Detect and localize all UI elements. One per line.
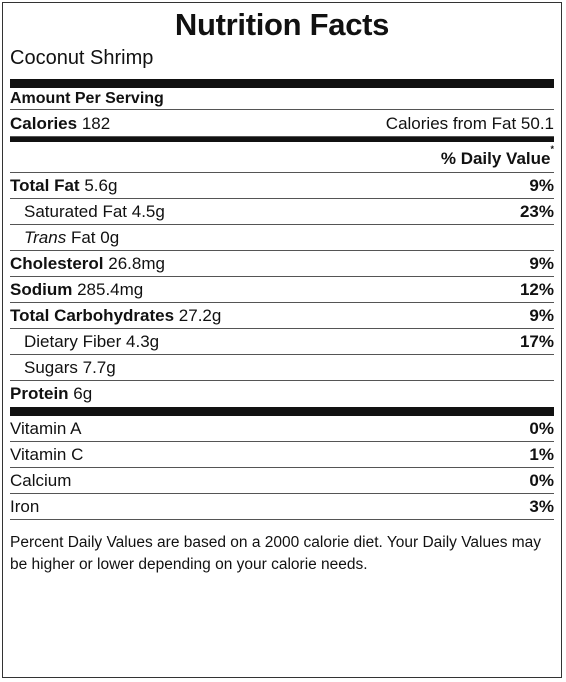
trans-fat-row: Trans Fat 0g (10, 225, 554, 251)
dietary-fiber-dv: 17% (519, 332, 554, 351)
vitamin-row: Vitamin C 1% (10, 442, 554, 468)
vitamin-c-dv: 1% (529, 445, 554, 464)
calories-left: Calories 182 (10, 110, 110, 137)
thick-divider (10, 79, 554, 88)
sodium-amount: 285.4mg (77, 280, 144, 299)
sodium-row: Sodium 285.4mg 12% (10, 277, 554, 303)
label-title: Nutrition Facts (174, 7, 390, 42)
calcium-dv: 0% (529, 471, 554, 490)
sugars-left: Sugars 7.7g (10, 355, 116, 380)
saturated-fat-label: Saturated Fat (24, 202, 128, 221)
iron-label: Iron (10, 497, 40, 516)
total-fat-label: Total Fat (10, 176, 80, 195)
sugars-row: Sugars 7.7g (10, 355, 554, 381)
vitamin-row: Vitamin A 0% (10, 416, 554, 442)
saturated-fat-row: Saturated Fat 4.5g 23% (10, 199, 554, 225)
amount-per-serving: Amount Per Serving (10, 88, 554, 110)
trans-fat-label: Fat (70, 228, 96, 247)
vitamin-a-dv: 0% (529, 419, 554, 438)
daily-value-header-text: % Daily Value* (441, 142, 554, 175)
calories-from-fat-value: 50.1 (520, 114, 554, 133)
total-fat-row: Total Fat 5.6g 9% (10, 173, 554, 199)
sugars-amount: 7.7g (82, 358, 116, 377)
total-fat-left: Total Fat 5.6g (10, 173, 117, 198)
vitamin-a-label: Vitamin A (10, 419, 82, 438)
total-carbs-label: Total Carbohydrates (10, 306, 175, 325)
calories-value: 182 (81, 114, 111, 133)
saturated-fat-dv: 23% (519, 202, 554, 221)
cholesterol-left: Cholesterol 26.8mg (10, 251, 165, 276)
calories-from-fat: Calories from Fat 50.1 (386, 110, 554, 137)
daily-value-label: % Daily Value (440, 149, 551, 168)
product-name: Coconut Shrimp (10, 47, 154, 69)
dietary-fiber-left: Dietary Fiber 4.3g (10, 329, 159, 354)
vitamin-list: Vitamin A 0% Vitamin C 1% Calcium 0% Iro… (10, 416, 554, 520)
medium-divider (10, 137, 554, 142)
total-carbs-row: Total Carbohydrates 27.2g 9% (10, 303, 554, 329)
sodium-left: Sodium 285.4mg (10, 277, 143, 302)
cholesterol-dv: 9% (529, 254, 554, 273)
sugars-label: Sugars (24, 358, 78, 377)
protein-amount: 6g (73, 384, 93, 403)
protein-left: Protein 6g (10, 381, 92, 406)
daily-value-marker: * (550, 144, 554, 154)
thick-divider-vitamins (10, 407, 554, 416)
protein-label: Protein (10, 384, 69, 403)
total-carbs-amount: 27.2g (178, 306, 222, 325)
calories-row: Calories 182 Calories from Fat 50.1 (10, 110, 554, 137)
vitamin-row: Iron 3% (10, 494, 554, 520)
daily-value-footnote: Percent Daily Values are based on a 2000… (10, 534, 542, 573)
saturated-fat-amount: 4.5g (131, 202, 165, 221)
dietary-fiber-row: Dietary Fiber 4.3g 17% (10, 329, 554, 355)
cholesterol-amount: 26.8mg (108, 254, 165, 273)
total-carbs-dv: 9% (529, 306, 554, 325)
cholesterol-row: Cholesterol 26.8mg 9% (10, 251, 554, 277)
calories-label: Calories (10, 114, 78, 133)
total-fat-dv: 9% (529, 176, 554, 195)
dietary-fiber-amount: 4.3g (126, 332, 160, 351)
iron-dv: 3% (529, 497, 554, 516)
trans-fat-italic: Trans (24, 228, 67, 247)
calcium-label: Calcium (10, 471, 72, 490)
dietary-fiber-label: Dietary Fiber (24, 332, 122, 351)
vitamin-row: Calcium 0% (10, 468, 554, 494)
calories-from-fat-label: Calories from Fat (385, 114, 517, 133)
saturated-fat-left: Saturated Fat 4.5g (10, 199, 165, 224)
sodium-dv: 12% (519, 280, 554, 299)
total-fat-amount: 5.6g (84, 176, 118, 195)
vitamin-c-label: Vitamin C (10, 445, 84, 464)
trans-fat-amount: 0g (100, 228, 120, 247)
cholesterol-label: Cholesterol (10, 254, 104, 273)
trans-fat-left: Trans Fat 0g (10, 225, 119, 250)
total-carbs-left: Total Carbohydrates 27.2g (10, 303, 221, 328)
daily-value-header: % Daily Value* (10, 142, 554, 173)
nutrition-label-inner: Nutrition Facts Coconut Shrimp Amount Pe… (10, 3, 554, 677)
protein-row: Protein 6g (10, 381, 554, 407)
sodium-label: Sodium (10, 280, 73, 299)
